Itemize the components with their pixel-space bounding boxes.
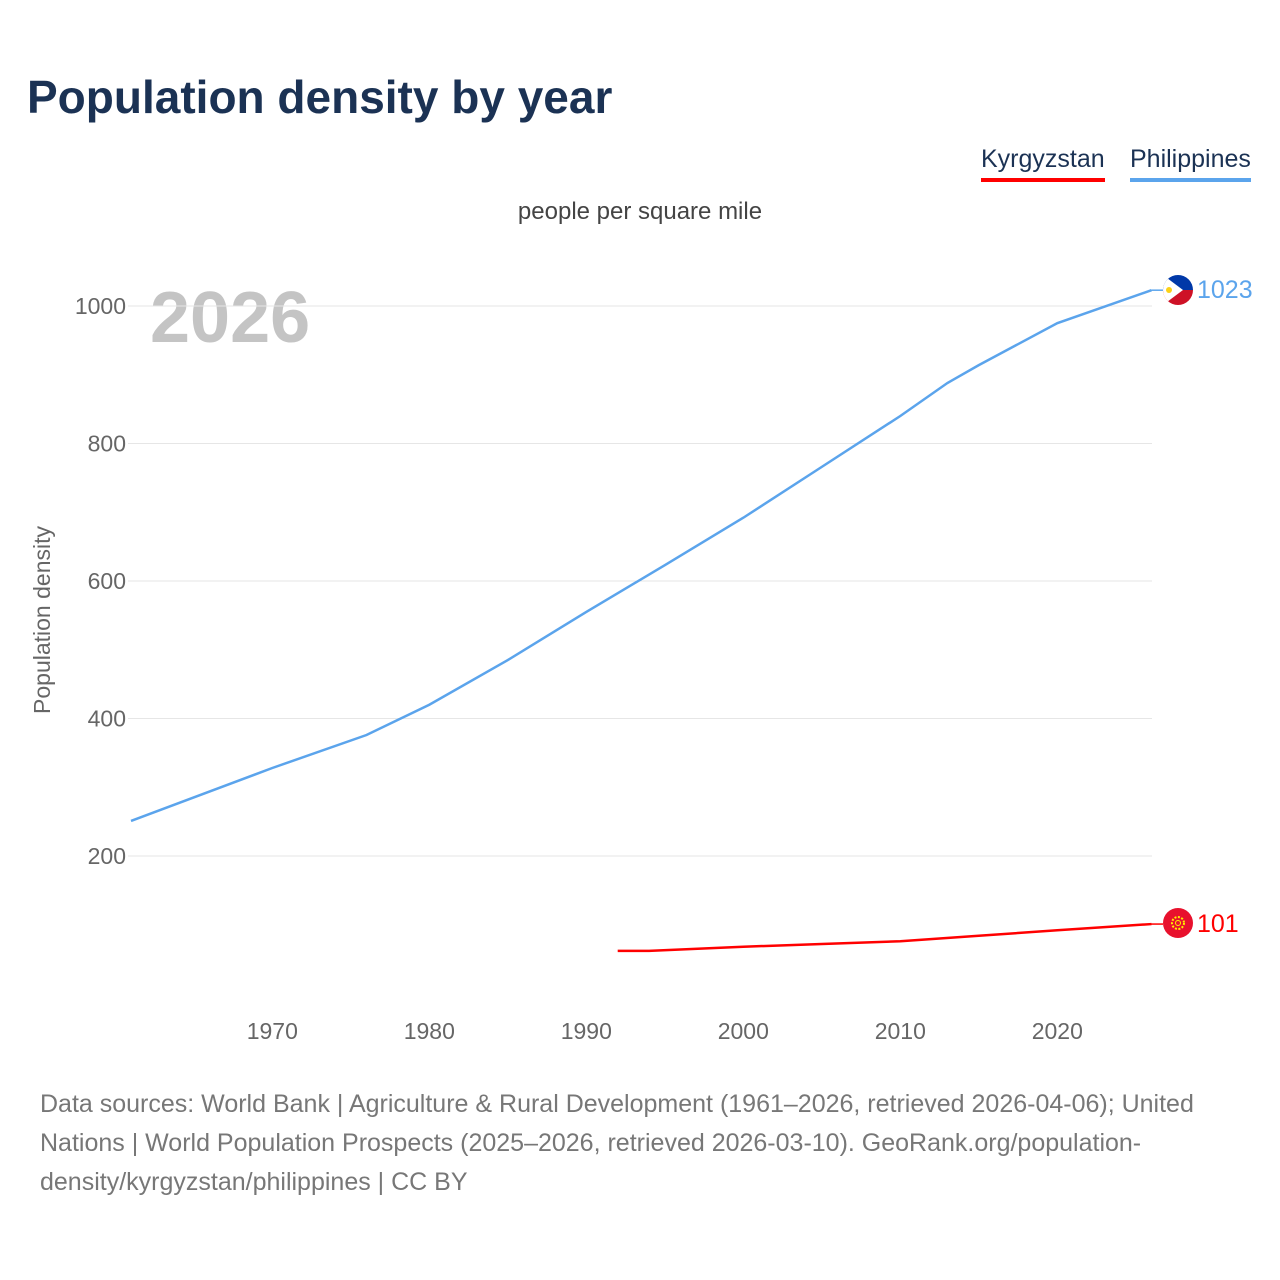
unit-label: people per square mile xyxy=(517,198,763,225)
source-note: Data sources: World Bank | Agriculture &… xyxy=(40,1090,1194,1196)
y-tick-label: 400 xyxy=(88,706,126,732)
legend-philippines[interactable]: Philippines xyxy=(1130,145,1251,182)
x-tick-label: 2000 xyxy=(718,1018,769,1044)
y-axis-label: Population density xyxy=(29,526,55,714)
y-tick-label: 800 xyxy=(88,431,126,457)
x-tick-label: 1980 xyxy=(404,1018,455,1044)
end-value-label-kyrgyzstan: 101 xyxy=(1197,910,1239,938)
line-chart: 2026 Population density 200 400 600 800 1000… xyxy=(29,275,1253,1044)
y-tick-label: 600 xyxy=(88,568,126,594)
chart-title: Population density by year xyxy=(27,71,613,123)
x-tick-label: 1990 xyxy=(561,1018,612,1044)
x-tick-label: 2010 xyxy=(875,1018,926,1044)
x-tick-label: 1970 xyxy=(247,1018,298,1044)
philippines-flag-icon xyxy=(1163,275,1193,305)
y-tick-label: 200 xyxy=(88,843,126,869)
year-watermark: 2026 xyxy=(150,278,310,358)
x-tick-label: 2020 xyxy=(1032,1018,1083,1044)
end-value-label-philippines: 1023 xyxy=(1197,276,1253,304)
legend-kyrgyzstan[interactable]: Kyrgyzstan xyxy=(981,145,1105,182)
series-line-kyrgyzstan xyxy=(617,922,1152,953)
kyrgyzstan-flag-icon xyxy=(1163,908,1193,938)
y-tick-label: 1000 xyxy=(75,293,126,319)
series-line-philippines xyxy=(130,289,1152,823)
